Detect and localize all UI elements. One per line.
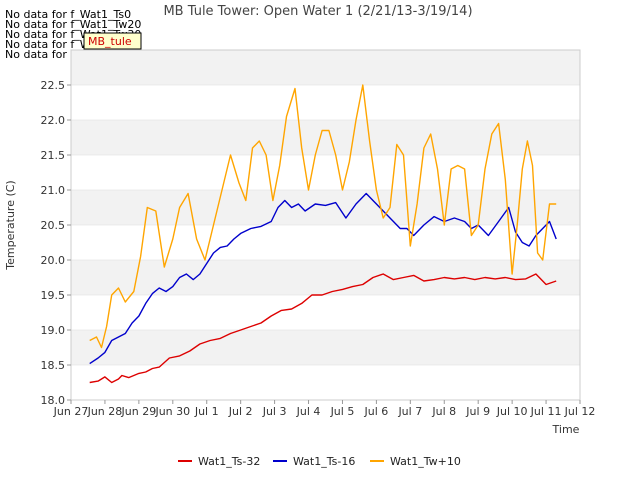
x-tick-label: Jun 28 [87, 405, 123, 418]
legend-label: Wat1_Ts-16 [293, 455, 355, 468]
x-tick-label: Jul 2 [228, 405, 253, 418]
x-tick-label: Jul 1 [194, 405, 219, 418]
x-tick-label: Jul 12 [564, 405, 596, 418]
series-line-Wat1_Tw+10 [89, 84, 557, 349]
y-tick-label: 18.5 [41, 359, 66, 372]
y-tick-label: 21.5 [41, 149, 66, 162]
x-tick-label: Jul 11 [530, 405, 562, 418]
plot-band [71, 50, 580, 85]
y-tick-label: 18.0 [41, 394, 66, 407]
no-data-message: No data for f_Wat1_Tw30 [5, 28, 142, 41]
plot-band [71, 260, 580, 295]
legend-label: Wat1_Ts-32 [198, 455, 260, 468]
x-tick-label: Jul 8 [431, 405, 456, 418]
x-tick-label: Jul 10 [496, 405, 528, 418]
no-data-message: No data for f_Wat1_Ts0 [5, 8, 132, 21]
x-tick-label: Jul 3 [262, 405, 287, 418]
no-data-message: No data for f_Wat1_Tw40 [5, 38, 142, 51]
x-tick-label: Jun 30 [154, 405, 190, 418]
x-tick-label: Jul 6 [364, 405, 389, 418]
x-tick-label: Jun 29 [121, 405, 157, 418]
plot-band [71, 190, 580, 225]
x-tick-label: Jul 5 [330, 405, 355, 418]
badge: MB_tule [83, 32, 142, 50]
legend: Wat1_Ts-32 Wat1_Ts-16 Wat1_Tw+10 [178, 455, 461, 468]
series-line-Wat1_Ts-32 [89, 273, 557, 384]
plot-band [71, 120, 580, 155]
x-axis-title: Time [552, 423, 580, 436]
x-tick-label: Jul 7 [397, 405, 422, 418]
y-tick-label: 20.5 [41, 219, 66, 232]
x-tick-label: Jul 4 [296, 405, 321, 418]
y-tick-label: 21.0 [41, 184, 66, 197]
x-tick-label: Jul 9 [465, 405, 490, 418]
plot-band [71, 330, 580, 365]
x-tick-label: Jun 27 [53, 405, 89, 418]
y-tick-label: 22.0 [41, 114, 66, 127]
x-axis-ticks: Jun 27 Jun 28 Jun 29 Jun 30 Jul 1 Jul 2 Jul 3 J… [53, 400, 596, 418]
y-tick-label: 20.0 [41, 254, 66, 267]
legend-label: Wat1_Tw+10 [390, 455, 461, 468]
y-tick-label: 19.0 [41, 324, 66, 337]
y-axis-ticks: 18.0 18.5 19.0 19.5 20.0 20.5 21.0 21.5 22.0 22.5 [41, 79, 71, 407]
plot-bands [71, 50, 580, 365]
series-layer [89, 84, 557, 384]
chart-title: MB Tule Tower: Open Water 1 (2/21/13-3/1… [163, 4, 472, 19]
y-tick-label: 22.5 [41, 79, 66, 92]
y-tick-label: 19.5 [41, 289, 66, 302]
y-axis-title: Temperature (C) [4, 180, 17, 270]
badge-text: MB_tule [88, 35, 132, 48]
badge-box [83, 32, 142, 50]
no-data-message: No data for f_Wat1_Tw20 [5, 18, 142, 31]
